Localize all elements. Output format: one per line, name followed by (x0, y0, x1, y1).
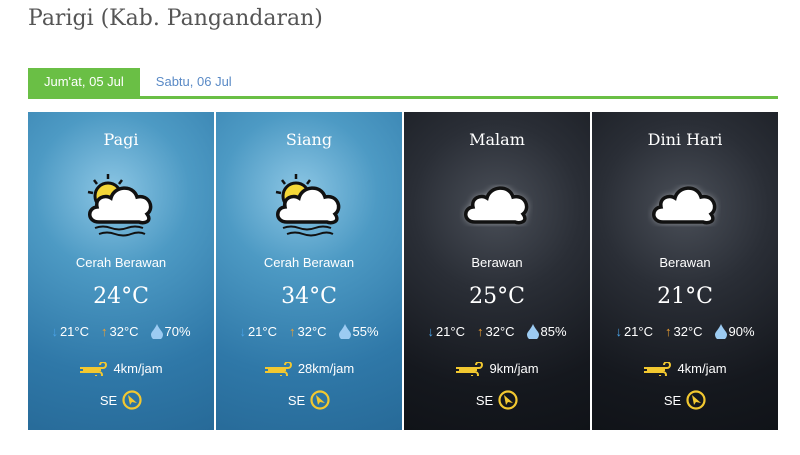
wind-direction-row: SE (592, 390, 778, 410)
forecast-panel-siang: Siang Cerah Berawan 34°C ↓ 21°C ↑ 32°C 55%… (216, 112, 402, 430)
wind-speed: 9km/jam (489, 361, 539, 376)
wind-speed-row: 4km/jam (28, 361, 214, 376)
arrow-up-icon: ↑ (100, 324, 108, 339)
sun-cloud-icon (87, 174, 153, 237)
temp-stats: ↓ 21°C ↑ 32°C 70% (28, 324, 214, 339)
wind-icon (264, 361, 292, 376)
condition: Cerah Berawan (263, 255, 355, 270)
temperature: 21°C (657, 284, 713, 309)
wind-direction-row: SE (216, 390, 402, 410)
temperature: 24°C (93, 284, 149, 309)
period-name: Pagi (103, 130, 139, 149)
period-name: Malam (469, 130, 525, 149)
page-title: Parigi (Kab. Pangandaran) (28, 6, 323, 31)
humidity: 55% (352, 324, 379, 339)
wind-speed-row: 9km/jam (404, 361, 590, 376)
wind-icon (456, 361, 484, 376)
max-temp: 32°C (297, 324, 327, 339)
wind-speed: 4km/jam (677, 361, 727, 376)
humidity: 85% (540, 324, 567, 339)
sun-cloud-icon (275, 174, 341, 237)
wind-speed: 4km/jam (113, 361, 163, 376)
min-temp: 21°C (435, 324, 465, 339)
droplet-icon (338, 324, 351, 339)
temp-stats: ↓ 21°C ↑ 32°C 55% (216, 324, 402, 339)
compass-icon (310, 390, 330, 410)
temp-stats: ↓ 21°C ↑ 32°C 85% (404, 324, 590, 339)
period-name: Dini Hari (647, 130, 723, 149)
condition: Cerah Berawan (75, 255, 167, 270)
temperature: 34°C (281, 284, 337, 309)
wind-direction: SE (475, 392, 494, 408)
max-temp: 32°C (109, 324, 139, 339)
wind-direction: SE (287, 392, 306, 408)
droplet-icon (150, 324, 163, 339)
tab-friday[interactable]: Jum'at, 05 Jul (28, 68, 140, 96)
compass-icon (686, 390, 706, 410)
min-temp: 21°C (247, 324, 277, 339)
wind-direction: SE (663, 392, 682, 408)
arrow-down-icon: ↓ (427, 324, 434, 339)
arrow-up-icon: ↑ (664, 324, 672, 339)
day-tabs: Jum'at, 05 Jul Sabtu, 06 Jul (28, 68, 778, 99)
arrow-up-icon: ↑ (288, 324, 296, 339)
arrow-up-icon: ↑ (476, 324, 484, 339)
wind-speed-row: 4km/jam (592, 361, 778, 376)
forecast-panels: Pagi Cerah Berawan 24°C ↓ 21°C ↑ 32°C 70% … (28, 112, 778, 430)
forecast-panel-pagi: Pagi Cerah Berawan 24°C ↓ 21°C ↑ 32°C 70% … (28, 112, 214, 430)
min-temp: 21°C (59, 324, 89, 339)
tab-saturday[interactable]: Sabtu, 06 Jul (155, 74, 232, 89)
condition: Berawan (471, 255, 523, 270)
droplet-icon (714, 324, 727, 339)
max-temp: 32°C (485, 324, 515, 339)
humidity: 70% (164, 324, 191, 339)
wind-icon (80, 361, 108, 376)
wind-speed: 28km/jam (297, 361, 355, 376)
arrow-down-icon: ↓ (615, 324, 622, 339)
cloud-icon (464, 186, 529, 225)
wind-direction-row: SE (28, 390, 214, 410)
arrow-down-icon: ↓ (239, 324, 246, 339)
compass-icon (498, 390, 518, 410)
humidity: 90% (728, 324, 755, 339)
condition: Berawan (659, 255, 711, 270)
wind-icon (644, 361, 672, 376)
temperature: 25°C (469, 284, 525, 309)
arrow-down-icon: ↓ (51, 324, 58, 339)
temp-stats: ↓ 21°C ↑ 32°C 90% (592, 324, 778, 339)
forecast-panel-dini-hari: Dini Hari Berawan 21°C ↓ 21°C ↑ 32°C 90% 4… (592, 112, 778, 430)
wind-direction-row: SE (404, 390, 590, 410)
wind-speed-row: 28km/jam (216, 361, 402, 376)
droplet-icon (526, 324, 539, 339)
cloud-icon (652, 186, 717, 225)
forecast-panel-malam: Malam Berawan 25°C ↓ 21°C ↑ 32°C 85% 9km/j… (404, 112, 590, 430)
max-temp: 32°C (673, 324, 703, 339)
wind-direction: SE (99, 392, 118, 408)
period-name: Siang (285, 130, 333, 149)
min-temp: 21°C (623, 324, 653, 339)
compass-icon (122, 390, 142, 410)
